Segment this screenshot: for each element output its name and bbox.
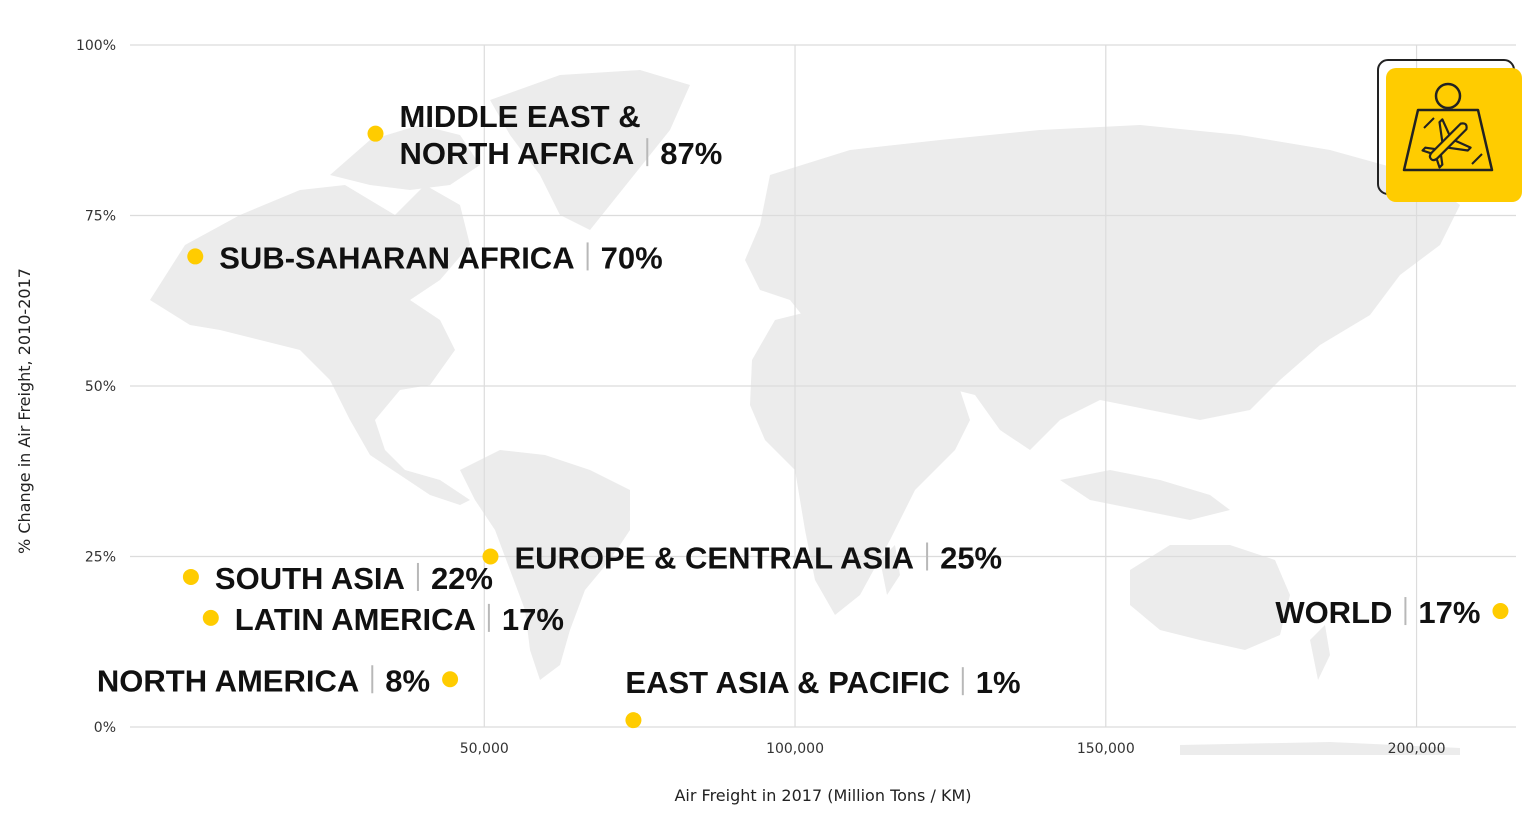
data-point xyxy=(202,609,219,626)
y-tick-label: 100% xyxy=(76,38,116,54)
point-group: MIDDLE EAST &NORTH AFRICA 87% xyxy=(367,99,722,171)
point-group: NORTH AMERICA 8% xyxy=(97,663,459,698)
y-tick-label: 25% xyxy=(85,550,116,566)
data-point xyxy=(1492,603,1509,620)
point-group: WORLD 17% xyxy=(1275,595,1509,630)
data-points: MIDDLE EAST &NORTH AFRICA 87% SUB-SAHARAN … xyxy=(97,99,1509,729)
point-label: MIDDLE EAST & xyxy=(400,99,641,134)
point-label: NORTH AMERICA xyxy=(97,663,359,698)
point-value: 8% xyxy=(385,663,430,698)
point-value: 70% xyxy=(601,240,663,275)
point-label: SOUTH ASIA xyxy=(215,561,405,596)
point-value: 17% xyxy=(1418,595,1480,630)
point-label: SUB-SAHARAN AFRICA xyxy=(219,240,574,275)
point-value: 22% xyxy=(431,561,493,596)
x-tick-label: 200,000 xyxy=(1388,741,1446,757)
point-group: SUB-SAHARAN AFRICA 70% xyxy=(187,240,663,275)
y-tick-label: 50% xyxy=(85,379,116,395)
x-tick-label: 150,000 xyxy=(1077,741,1135,757)
point-value: 87% xyxy=(660,136,722,171)
point-label: EUROPE & CENTRAL ASIA xyxy=(514,541,914,576)
x-tick-label: 50,000 xyxy=(460,741,509,757)
axes: 0% 25% 50% 75% 100% 50,000 100,000 150,000 200,0… xyxy=(15,38,1446,805)
data-point xyxy=(187,248,204,265)
air-cargo-icon xyxy=(1377,59,1522,202)
world-map-background xyxy=(150,70,1460,755)
y-axis-title: % Change in Air Freight, 2010-2017 xyxy=(15,268,34,554)
point-label: EAST ASIA & PACIFIC xyxy=(625,665,949,700)
gridlines xyxy=(130,44,1516,728)
point-group: EAST ASIA & PACIFIC 1% xyxy=(625,665,1021,729)
point-label: WORLD xyxy=(1275,595,1392,630)
point-value: 1% xyxy=(976,665,1021,700)
data-point xyxy=(442,671,459,688)
data-point xyxy=(367,125,384,142)
point-value: 25% xyxy=(940,541,1002,576)
point-label: LATIN AMERICA xyxy=(235,602,476,637)
x-axis-title: Air Freight in 2017 (Million Tons / KM) xyxy=(674,786,971,805)
point-group: LATIN AMERICA 17% xyxy=(202,602,564,637)
y-tick-label: 75% xyxy=(85,209,116,225)
point-group: EUROPE & CENTRAL ASIA 25% xyxy=(482,541,1002,576)
point-label: NORTH AFRICA xyxy=(400,136,635,171)
x-tick-label: 100,000 xyxy=(766,741,824,757)
y-tick-label: 0% xyxy=(94,720,116,736)
point-group: SOUTH ASIA 22% xyxy=(182,561,493,596)
data-point xyxy=(482,548,499,565)
data-point xyxy=(625,712,642,729)
point-value: 17% xyxy=(502,602,564,637)
data-point xyxy=(182,568,199,585)
